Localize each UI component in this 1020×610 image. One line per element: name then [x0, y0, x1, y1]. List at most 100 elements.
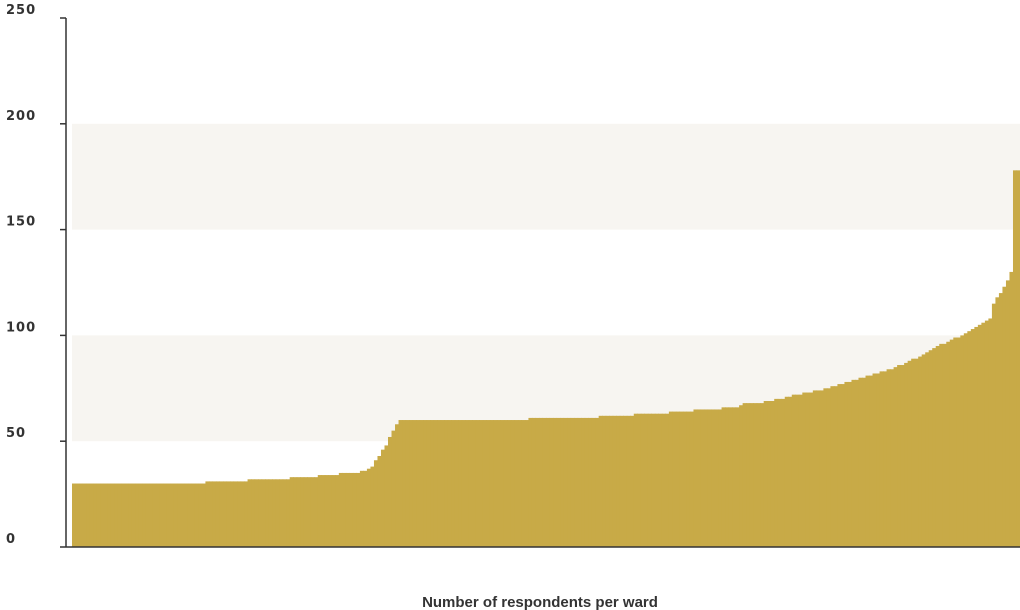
ward-bar	[430, 420, 435, 547]
ward-bar	[623, 415, 628, 547]
ward-bar	[616, 415, 621, 547]
ward-bar	[444, 420, 449, 547]
ward-bar	[991, 303, 997, 547]
ward-bar	[869, 375, 874, 547]
ward-bar	[847, 381, 853, 547]
ward-bar	[728, 407, 733, 547]
ward-bar	[219, 481, 224, 547]
ward-bar	[851, 379, 856, 547]
ward-bar	[682, 411, 688, 547]
ward-bar	[784, 396, 789, 547]
ward-bar	[180, 483, 185, 547]
ward-bar	[468, 420, 473, 547]
ward-bar	[177, 483, 182, 547]
ward-bar	[461, 420, 466, 547]
ward-bar	[212, 481, 217, 547]
ward-bar	[201, 483, 207, 547]
ward-bar	[956, 337, 961, 547]
ward-bar	[700, 409, 705, 547]
ward-bar	[310, 477, 315, 547]
ward-bar	[805, 392, 810, 547]
ward-bar	[651, 413, 656, 547]
ward-bar	[335, 475, 340, 547]
ward-bar	[689, 411, 695, 547]
ward-bar	[1016, 170, 1020, 547]
y-tick-label: 50	[6, 426, 26, 441]
ward-bar	[795, 394, 800, 547]
ward-bar	[377, 456, 382, 547]
ward-bar	[609, 415, 614, 547]
ward-bar	[282, 479, 287, 547]
ward-bar	[960, 335, 965, 547]
ward-bar	[619, 415, 624, 547]
ward-bar	[96, 483, 101, 547]
ward-bar	[286, 479, 291, 547]
ward-bar	[542, 417, 547, 547]
ward-bar	[500, 420, 505, 547]
ward-bar	[117, 483, 122, 547]
ward-bar	[612, 415, 617, 547]
ward-bar	[865, 375, 870, 547]
ward-bar	[798, 394, 803, 547]
ward-bar	[581, 417, 586, 547]
ward-bar	[261, 479, 266, 547]
ward-bar	[897, 365, 902, 547]
ward-bar	[75, 483, 80, 547]
ward-bar	[591, 417, 596, 547]
ward-bar	[577, 417, 582, 547]
ward-bar	[770, 401, 775, 547]
ward-bar	[307, 477, 312, 547]
ward-bar	[668, 411, 673, 547]
ward-bar	[370, 466, 375, 547]
ward-bar	[205, 481, 210, 547]
ward-bar	[1009, 271, 1014, 547]
ward-bar	[837, 384, 842, 547]
ward-bar	[173, 483, 178, 547]
ward-bar	[718, 409, 723, 547]
ward-bar	[570, 417, 575, 547]
ward-bar	[503, 420, 508, 547]
ward-bar	[359, 470, 365, 547]
ward-bar	[763, 401, 768, 547]
ward-bar	[862, 377, 867, 547]
ward-bar	[321, 475, 326, 547]
ward-bar	[946, 341, 951, 547]
ward-bar	[489, 420, 494, 547]
ward-bar	[654, 413, 659, 547]
ward-bar	[739, 405, 744, 547]
ward-bar	[233, 481, 238, 547]
ward-bar	[1005, 280, 1011, 547]
ward-bar	[854, 379, 860, 547]
ward-bar	[145, 483, 150, 547]
ward-bar	[693, 409, 698, 547]
ward-bar	[725, 407, 730, 547]
ward-bar	[363, 470, 368, 547]
ward-bar	[191, 483, 196, 547]
ward-bar	[275, 479, 280, 547]
ward-bar	[802, 392, 807, 547]
ward-bar	[672, 411, 677, 547]
ward-bar	[479, 420, 484, 547]
ward-bar	[338, 472, 343, 547]
ward-bar	[981, 322, 986, 547]
ward-bar	[454, 420, 459, 547]
ward-bar	[721, 407, 726, 547]
ward-bar	[746, 403, 751, 547]
ward-bar	[970, 329, 975, 547]
ward-bar	[791, 394, 796, 547]
ward-bar	[984, 320, 989, 547]
ward-bar	[496, 420, 501, 547]
ward-bar	[226, 481, 231, 547]
ward-bar	[749, 403, 754, 547]
ward-bar	[774, 398, 779, 547]
ward-bar	[100, 483, 105, 547]
ward-bar	[711, 409, 716, 547]
ward-bar	[574, 417, 579, 547]
ward-bar	[433, 420, 438, 547]
ward-bar	[384, 445, 389, 547]
ward-bar	[538, 417, 544, 547]
x-axis-label: Number of respondents per ward	[422, 594, 658, 610]
ward-bar	[402, 420, 407, 547]
ward-bar	[524, 420, 530, 547]
